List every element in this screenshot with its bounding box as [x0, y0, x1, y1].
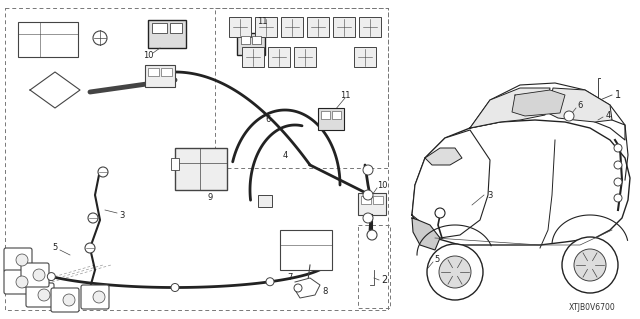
FancyBboxPatch shape [81, 285, 109, 309]
Bar [152, 23, 167, 33]
Circle shape [614, 161, 622, 169]
FancyBboxPatch shape [354, 47, 376, 67]
Bar [332, 111, 341, 119]
FancyBboxPatch shape [294, 47, 316, 67]
Bar [175, 148, 227, 190]
Circle shape [564, 111, 574, 121]
Circle shape [574, 249, 606, 281]
Circle shape [363, 213, 373, 223]
Circle shape [16, 276, 28, 288]
Circle shape [562, 237, 618, 293]
FancyBboxPatch shape [281, 17, 303, 37]
Circle shape [439, 256, 471, 288]
Circle shape [85, 243, 95, 253]
FancyBboxPatch shape [4, 248, 32, 272]
Circle shape [38, 289, 50, 301]
Bar [161, 68, 172, 76]
Text: 10: 10 [377, 181, 387, 189]
Circle shape [63, 294, 75, 306]
Polygon shape [512, 90, 565, 116]
Polygon shape [412, 218, 440, 250]
Bar [237, 33, 265, 55]
Text: 6: 6 [577, 100, 582, 109]
Text: 4: 4 [605, 110, 611, 120]
Text: 11: 11 [340, 91, 350, 100]
Circle shape [614, 144, 622, 152]
Bar [252, 36, 261, 44]
Bar [148, 20, 186, 48]
Text: 3: 3 [487, 190, 493, 199]
Text: 7: 7 [287, 273, 292, 283]
Text: 5: 5 [52, 243, 58, 253]
FancyBboxPatch shape [242, 47, 264, 67]
Polygon shape [412, 130, 490, 238]
Bar [280, 230, 332, 270]
Circle shape [427, 244, 483, 300]
Polygon shape [30, 72, 80, 108]
Text: 6: 6 [266, 115, 271, 124]
Bar [18, 22, 78, 57]
Bar [373, 196, 383, 204]
FancyBboxPatch shape [268, 47, 290, 67]
Text: XTJB0V6700: XTJB0V6700 [568, 303, 616, 313]
Text: 11: 11 [257, 18, 268, 26]
Text: 10: 10 [143, 50, 153, 60]
FancyBboxPatch shape [333, 17, 355, 37]
Circle shape [363, 190, 373, 200]
Polygon shape [470, 83, 625, 140]
Polygon shape [295, 278, 320, 298]
FancyBboxPatch shape [21, 263, 49, 287]
Text: 3: 3 [119, 211, 125, 219]
Circle shape [266, 278, 274, 286]
Polygon shape [425, 148, 462, 165]
Bar [358, 193, 386, 215]
FancyBboxPatch shape [229, 17, 251, 37]
Circle shape [171, 284, 179, 292]
Polygon shape [470, 88, 550, 128]
Circle shape [363, 165, 373, 175]
Bar [258, 195, 272, 207]
Text: 8: 8 [323, 287, 328, 296]
FancyBboxPatch shape [255, 17, 277, 37]
Bar [170, 23, 182, 33]
FancyBboxPatch shape [4, 270, 32, 294]
FancyBboxPatch shape [359, 17, 381, 37]
FancyBboxPatch shape [51, 288, 79, 312]
Circle shape [294, 284, 302, 292]
Bar [148, 68, 159, 76]
Polygon shape [412, 120, 630, 245]
Circle shape [367, 230, 377, 240]
Bar [321, 111, 330, 119]
Circle shape [88, 213, 98, 223]
Bar [171, 158, 179, 170]
Polygon shape [548, 88, 612, 122]
Circle shape [16, 254, 28, 266]
Text: 2: 2 [381, 275, 387, 285]
Bar [145, 65, 175, 87]
Circle shape [93, 291, 105, 303]
Circle shape [47, 272, 55, 281]
Circle shape [435, 208, 445, 218]
Circle shape [33, 269, 45, 281]
Text: 5: 5 [435, 256, 440, 264]
Bar [318, 108, 344, 130]
Circle shape [614, 178, 622, 186]
Text: 1: 1 [615, 90, 621, 100]
FancyBboxPatch shape [307, 17, 329, 37]
Bar [241, 36, 250, 44]
Bar [361, 196, 371, 204]
FancyBboxPatch shape [26, 283, 54, 307]
Circle shape [614, 194, 622, 202]
Text: 4: 4 [282, 151, 287, 160]
Text: 9: 9 [207, 194, 212, 203]
Circle shape [93, 31, 107, 45]
Circle shape [98, 167, 108, 177]
